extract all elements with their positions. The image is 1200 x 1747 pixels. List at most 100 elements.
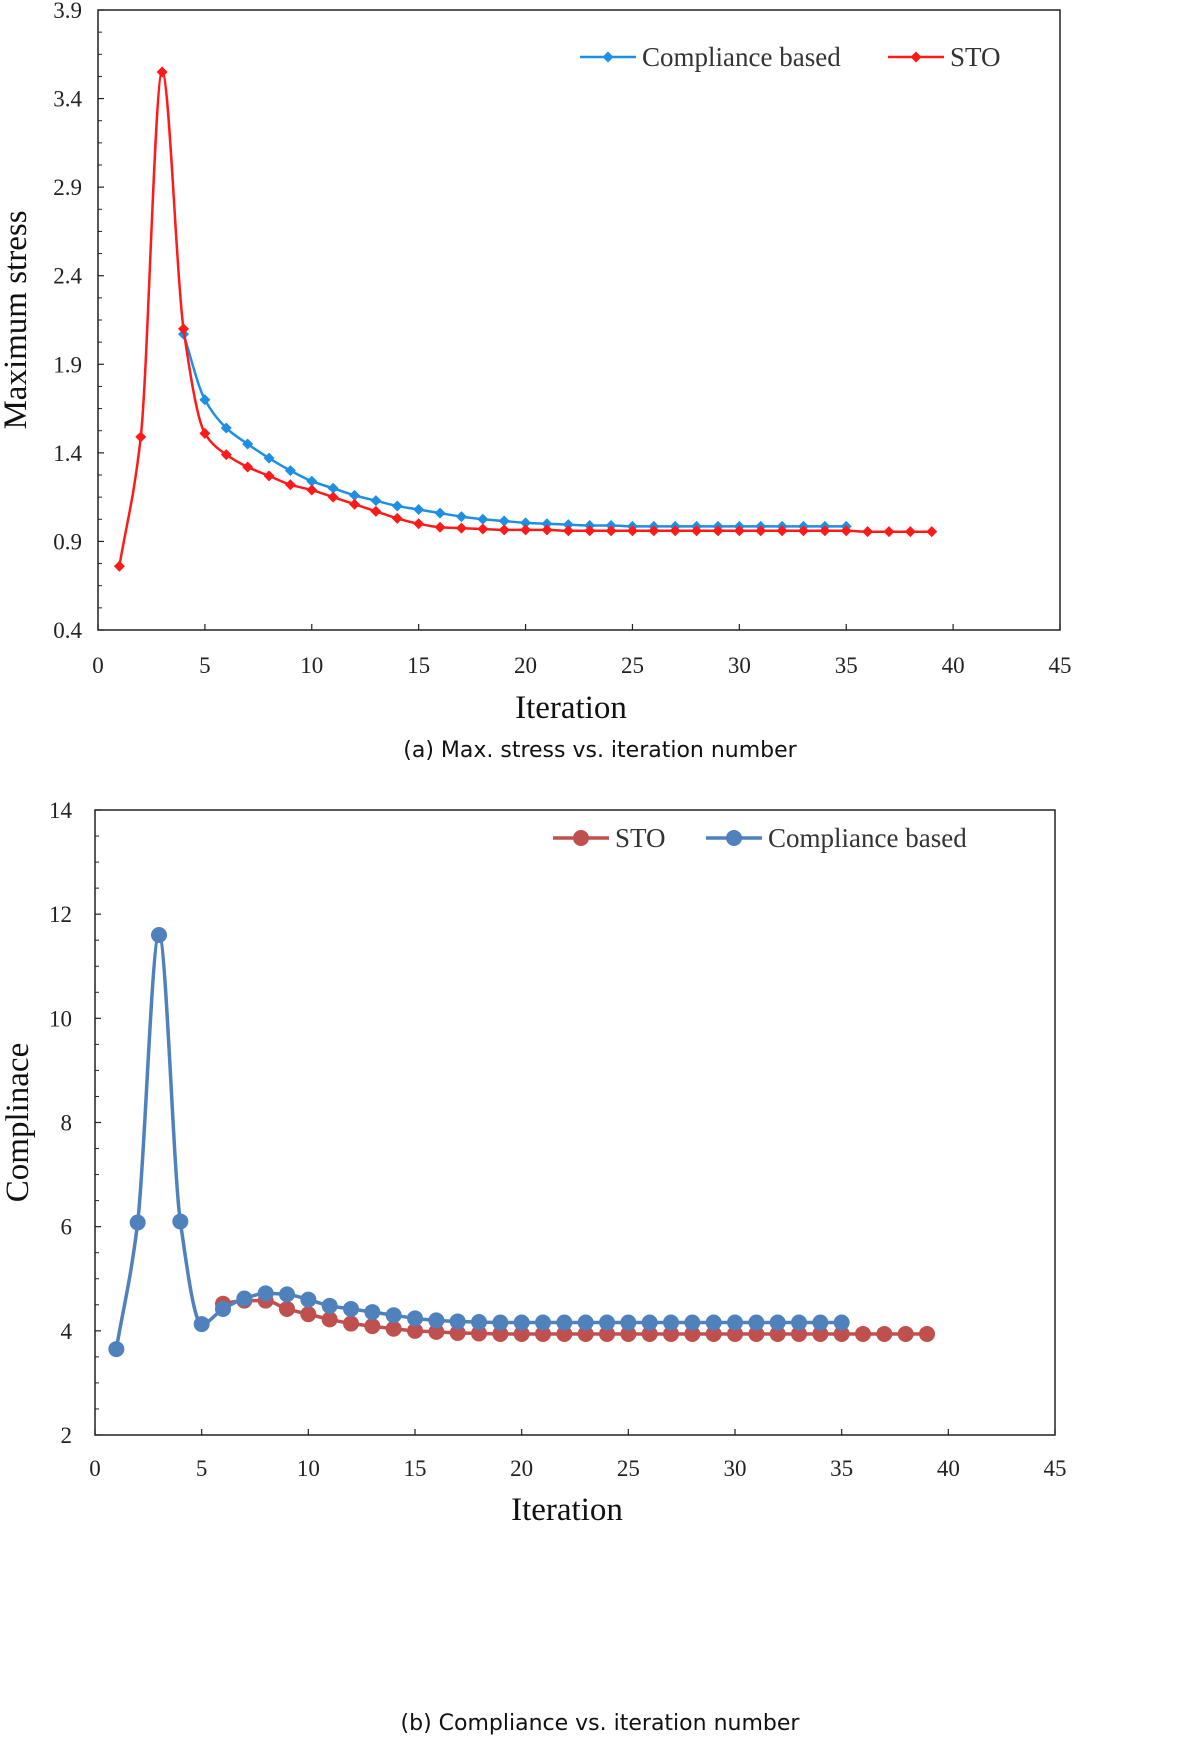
data-point — [455, 511, 467, 523]
data-point — [513, 1325, 530, 1342]
y-tick-label: 4 — [61, 1319, 73, 1344]
data-point — [413, 518, 425, 530]
data-point — [343, 1300, 359, 1317]
data-point — [513, 1314, 530, 1331]
y-tick-label: 3.4 — [53, 87, 82, 112]
x-tick-label: 20 — [514, 653, 537, 678]
x-tick-label: 35 — [835, 653, 858, 678]
data-point — [840, 525, 852, 537]
data-point — [641, 1314, 658, 1331]
data-point — [648, 525, 660, 537]
data-point — [193, 1316, 210, 1333]
data-point — [434, 507, 446, 519]
data-point — [327, 482, 339, 494]
data-point — [391, 512, 403, 524]
data-point — [684, 1325, 701, 1342]
legend-entry: Compliance based — [706, 823, 967, 853]
series-compliance-based — [108, 927, 850, 1358]
data-point — [776, 525, 788, 537]
data-point — [584, 525, 596, 537]
x-tick-label: 5 — [196, 1456, 208, 1481]
data-point — [712, 525, 724, 537]
data-point — [691, 525, 703, 537]
data-point — [541, 524, 553, 536]
data-point — [577, 1325, 594, 1342]
legend-marker — [726, 830, 742, 846]
x-tick-label: 45 — [1049, 653, 1072, 678]
data-point — [129, 1214, 146, 1231]
y-tick-label: 3.9 — [53, 0, 82, 23]
x-tick-label: 0 — [92, 653, 104, 678]
data-point — [520, 517, 532, 529]
data-point — [263, 470, 275, 482]
data-point — [620, 1314, 637, 1331]
legend-marker — [573, 830, 589, 846]
data-point — [220, 422, 232, 434]
data-point — [199, 394, 211, 406]
y-tick-label: 14 — [49, 798, 73, 823]
data-point — [605, 525, 617, 537]
y-tick-label: 8 — [61, 1111, 73, 1136]
x-tick-label: 15 — [407, 653, 430, 678]
data-point — [236, 1290, 253, 1307]
data-point — [812, 1325, 829, 1342]
legend-label: STO — [615, 823, 666, 853]
data-point — [926, 526, 938, 538]
data-point — [284, 465, 296, 477]
x-tick-label: 20 — [510, 1456, 533, 1481]
x-tick-label: 10 — [297, 1456, 320, 1481]
data-point — [663, 1325, 679, 1342]
data-point — [812, 1314, 829, 1331]
x-tick-label: 40 — [937, 1456, 960, 1481]
x-tick-label: 45 — [1044, 1456, 1067, 1481]
data-point — [520, 524, 532, 536]
data-point — [897, 1325, 914, 1342]
data-point — [113, 560, 125, 572]
data-point — [599, 1325, 615, 1342]
data-point — [385, 1320, 402, 1337]
data-point — [577, 1314, 594, 1331]
data-point — [669, 525, 681, 537]
data-point — [876, 1325, 893, 1342]
data-point — [199, 427, 211, 439]
series-line — [182, 333, 847, 528]
legend-entry: STO — [553, 823, 666, 853]
data-point — [492, 1325, 509, 1342]
data-point — [477, 513, 489, 525]
data-point — [556, 1314, 573, 1331]
data-point — [135, 431, 147, 443]
data-point — [862, 526, 874, 538]
data-point — [769, 1314, 786, 1331]
data-point — [471, 1325, 487, 1342]
x-axis-title: Iteration — [515, 690, 627, 726]
x-tick-label: 10 — [300, 653, 323, 678]
data-point — [428, 1312, 445, 1329]
data-point — [178, 323, 190, 335]
x-tick-label: 30 — [728, 653, 751, 678]
data-point — [321, 1297, 338, 1314]
series-compliance-based — [178, 328, 852, 532]
data-point — [769, 1325, 786, 1342]
y-tick-label: 1.4 — [53, 441, 82, 466]
x-tick-label: 5 — [199, 653, 211, 678]
figure-caption: (b) Compliance vs. iteration number — [401, 1711, 801, 1736]
data-point — [242, 438, 254, 450]
data-point — [904, 526, 916, 538]
x-tick-label: 25 — [617, 1456, 640, 1481]
legend-entry: Compliance based — [580, 42, 841, 72]
data-point — [407, 1310, 423, 1327]
series-line — [118, 70, 932, 567]
data-point — [300, 1291, 317, 1308]
data-point — [151, 927, 167, 943]
plot-area — [97, 9, 1061, 631]
data-point — [562, 525, 574, 537]
data-point — [455, 522, 467, 534]
x-tick-label: 0 — [89, 1456, 101, 1481]
legend-label: STO — [950, 42, 1001, 72]
y-tick-label: 2.9 — [53, 175, 82, 200]
data-point — [833, 1314, 850, 1331]
data-point — [498, 515, 510, 527]
data-point — [257, 1285, 274, 1302]
data-point — [413, 504, 425, 516]
data-point — [705, 1325, 722, 1342]
